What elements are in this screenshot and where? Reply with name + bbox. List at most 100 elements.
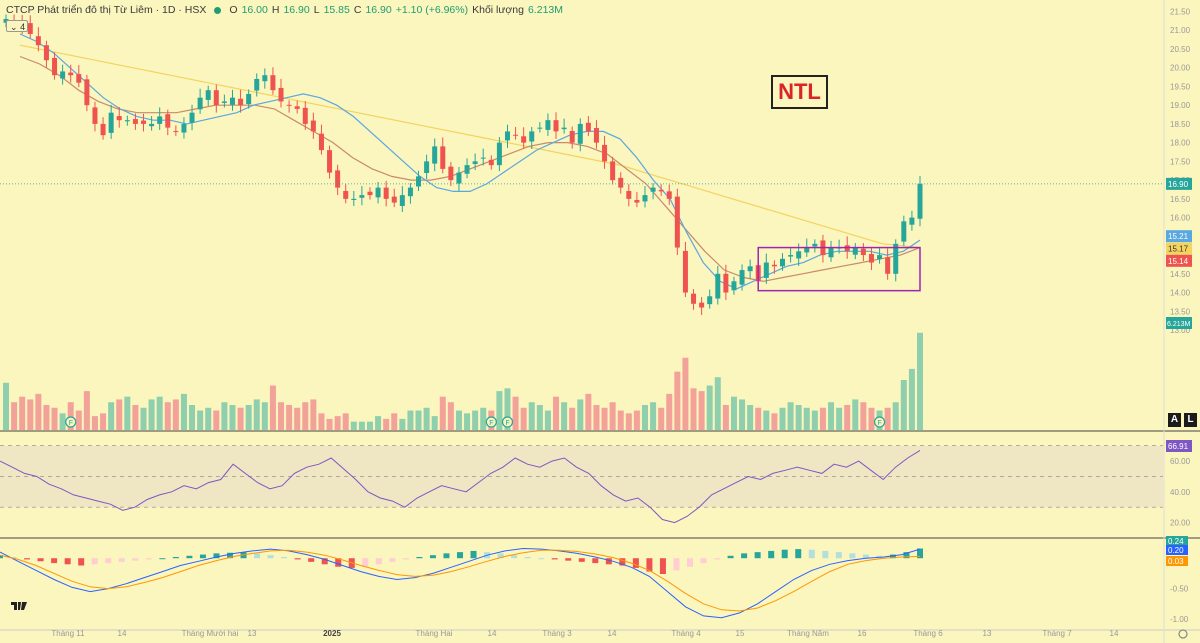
candle-body bbox=[383, 187, 389, 199]
time-axis-tick: Tháng Mười hai bbox=[182, 629, 239, 638]
symbol-title[interactable]: CTCP Phát triển đô thị Từ Liêm · 1D · HS… bbox=[6, 4, 207, 16]
volume-bar bbox=[868, 407, 875, 430]
candle-body bbox=[100, 123, 106, 136]
macd-histogram-bar bbox=[578, 558, 585, 562]
candle-body bbox=[294, 106, 300, 109]
candle-body bbox=[278, 87, 284, 102]
rsi-value-label: 66.91 bbox=[1168, 442, 1189, 451]
volume-bar bbox=[682, 357, 689, 430]
candle-body bbox=[343, 190, 349, 199]
volume-bar bbox=[269, 385, 276, 430]
volume-bar bbox=[326, 418, 333, 430]
volume-bar bbox=[577, 399, 584, 430]
candle-body bbox=[901, 221, 907, 242]
macd-histogram-bar bbox=[727, 555, 734, 559]
candle-body bbox=[610, 161, 616, 181]
macd-value-tag bbox=[1166, 536, 1188, 546]
volume-bar bbox=[189, 405, 196, 430]
earnings-marker-icon bbox=[501, 416, 514, 428]
macd-value-tag bbox=[1166, 556, 1188, 566]
volume-bar bbox=[747, 405, 754, 430]
volume-bar bbox=[140, 407, 147, 430]
earnings-marker-label: F bbox=[489, 420, 493, 427]
candle-body bbox=[472, 161, 478, 165]
candle-body bbox=[763, 262, 769, 278]
volume-label: Khối lượng bbox=[472, 4, 524, 16]
volume-bar bbox=[900, 380, 907, 430]
macd-histogram-bar bbox=[795, 549, 802, 559]
macd-histogram-bar bbox=[199, 554, 206, 559]
volume-bar bbox=[318, 413, 325, 430]
volume-bar bbox=[795, 405, 802, 430]
price-axis-tick: 20.50 bbox=[1170, 45, 1191, 54]
rsi-band bbox=[0, 445, 1163, 508]
macd-histogram-bar bbox=[673, 558, 680, 571]
volume-bar bbox=[415, 410, 422, 430]
time-axis-tick: Tháng Hai bbox=[416, 629, 453, 638]
time-axis-tick: Tháng 6 bbox=[913, 629, 943, 638]
volume-bar bbox=[3, 382, 9, 430]
ma-value-label: 15.21 bbox=[1168, 232, 1189, 241]
candle-body bbox=[812, 243, 818, 247]
volume-bar bbox=[512, 396, 519, 430]
time-axis-tick: 14 bbox=[118, 629, 127, 638]
candle-body bbox=[116, 116, 122, 121]
tradingview-logo-icon bbox=[10, 600, 27, 614]
volume-bar bbox=[213, 410, 220, 430]
volume-bar bbox=[819, 407, 826, 430]
candle-body bbox=[35, 36, 41, 46]
candle-body bbox=[666, 191, 672, 199]
macd-histogram-bar bbox=[389, 558, 396, 562]
price-axis-tick: 18.00 bbox=[1170, 139, 1191, 148]
rsi-axis-tick: 20.00 bbox=[1170, 519, 1191, 528]
candle-body bbox=[577, 123, 583, 144]
volume-bar bbox=[156, 396, 163, 430]
collapse-indicators-button[interactable]: ⌄ 4 bbox=[6, 20, 28, 32]
macd-histogram-bar bbox=[145, 558, 152, 560]
volume-bar bbox=[892, 402, 899, 430]
candle-body bbox=[537, 127, 543, 129]
volume-bar bbox=[261, 402, 268, 430]
volume-bar bbox=[11, 402, 18, 430]
rsi-line bbox=[0, 449, 921, 524]
volume-bar bbox=[641, 405, 648, 430]
market-status-icon bbox=[214, 6, 222, 14]
macd-axis-tick: -0.50 bbox=[1170, 585, 1189, 594]
candle-body bbox=[246, 93, 252, 105]
macd-histogram-bar bbox=[402, 558, 409, 560]
macd-histogram-bar bbox=[889, 554, 896, 559]
volume-bar bbox=[108, 402, 115, 430]
price-axis-tick: 13.50 bbox=[1170, 307, 1191, 316]
volume-bar bbox=[83, 391, 90, 430]
macd-histogram-bar bbox=[375, 558, 382, 565]
candle-body bbox=[375, 187, 381, 198]
auto-scale-button[interactable]: A bbox=[1168, 413, 1181, 427]
macd-histogram-bar bbox=[849, 553, 856, 559]
macd-histogram-bar bbox=[51, 558, 58, 564]
macd-signal-line bbox=[0, 549, 921, 612]
volume-tag bbox=[1166, 317, 1192, 329]
candle-body bbox=[715, 273, 721, 299]
candle-body bbox=[432, 146, 438, 164]
time-axis-tick: Tháng 4 bbox=[671, 629, 701, 638]
volume-bar bbox=[860, 402, 867, 430]
candle-body bbox=[416, 176, 422, 187]
volume-bar bbox=[609, 402, 616, 430]
candle-body bbox=[318, 133, 324, 151]
log-scale-button[interactable]: L bbox=[1184, 413, 1197, 427]
candle-body bbox=[124, 120, 130, 122]
price-axis-tick: 21.00 bbox=[1170, 26, 1191, 35]
volume-bar bbox=[439, 396, 446, 430]
candle-body bbox=[852, 247, 858, 255]
macd-axis-tick: -1.00 bbox=[1170, 615, 1189, 624]
candle-body bbox=[205, 90, 211, 100]
high-value: 16.90 bbox=[283, 4, 310, 16]
candle-body bbox=[885, 257, 891, 274]
candle-body bbox=[440, 146, 446, 169]
candle-body bbox=[682, 250, 688, 293]
candle-body bbox=[634, 199, 640, 203]
macd-histogram-bar bbox=[132, 558, 139, 561]
volume-bar bbox=[844, 405, 851, 430]
